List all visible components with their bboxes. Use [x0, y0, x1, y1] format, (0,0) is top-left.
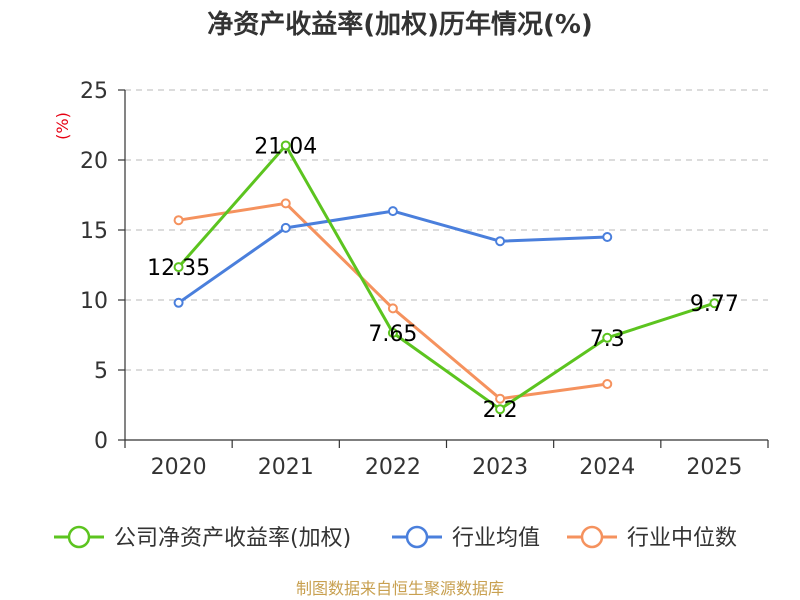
data-point[interactable] [173, 215, 184, 226]
data-point[interactable] [280, 222, 291, 233]
data-label: 7.65 [368, 322, 417, 347]
data-point[interactable] [173, 297, 184, 308]
y-tick-label: 20 [80, 149, 108, 174]
series-line [177, 209, 608, 305]
x-tick-label: 2023 [472, 455, 528, 480]
legend-label: 行业均值 [452, 526, 540, 551]
data-point[interactable] [709, 298, 720, 309]
data-point[interactable] [280, 198, 291, 209]
data-point[interactable] [387, 327, 398, 338]
chart-title: 净资产收益率(加权)历年情况(%) [207, 9, 593, 40]
y-tick-label: 15 [80, 219, 108, 244]
legend-label: 行业中位数 [627, 526, 737, 551]
legend-item[interactable]: 公司净资产收益率(加权) [54, 525, 351, 551]
y-tick-label: 5 [94, 359, 108, 384]
y-axis-unit-label: (%) [53, 112, 72, 140]
gridlines [125, 89, 768, 371]
data-label: 2.2 [483, 398, 518, 423]
data-point[interactable] [387, 303, 398, 314]
data-label: 9.77 [690, 292, 739, 317]
legend-item[interactable]: 行业均值 [392, 525, 540, 551]
data-point[interactable] [387, 206, 398, 217]
legend-marker [405, 525, 429, 549]
data-point[interactable] [495, 236, 506, 247]
y-tick-label: 0 [94, 429, 108, 454]
data-point[interactable] [602, 232, 613, 242]
x-tick-label: 2022 [365, 455, 421, 480]
data-label: 21.04 [254, 134, 317, 159]
legend[interactable]: 公司净资产收益率(加权) 行业均值 行业中位数 [54, 525, 737, 551]
y-tick-label: 25 [80, 79, 108, 104]
data-point[interactable] [495, 393, 506, 404]
legend-marker [580, 525, 604, 549]
data-label: 7.3 [590, 327, 625, 352]
x-tick-label: 2021 [258, 455, 314, 480]
x-tick-label: 2024 [579, 455, 635, 480]
source-note: 制图数据来自恒生聚源数据库 [296, 579, 504, 598]
data-point[interactable] [495, 404, 506, 415]
y-tick-label: 10 [80, 289, 108, 314]
data-point[interactable] [602, 379, 613, 389]
data-point[interactable] [173, 262, 184, 273]
legend-item[interactable]: 行业中位数 [567, 525, 737, 551]
legend-label: 公司净资产收益率(加权) [114, 526, 351, 551]
data-labels: 12.35 21.04 7.65 2.2 7.3 9.77 [147, 134, 739, 423]
data-point[interactable] [280, 140, 291, 151]
data-point[interactable] [602, 332, 613, 343]
series-lines [173, 140, 720, 415]
x-tick-label: 2020 [151, 455, 207, 480]
legend-marker [67, 525, 91, 549]
data-label: 12.35 [147, 256, 210, 281]
series-line [177, 143, 715, 411]
x-tick-label: 2025 [686, 455, 742, 480]
